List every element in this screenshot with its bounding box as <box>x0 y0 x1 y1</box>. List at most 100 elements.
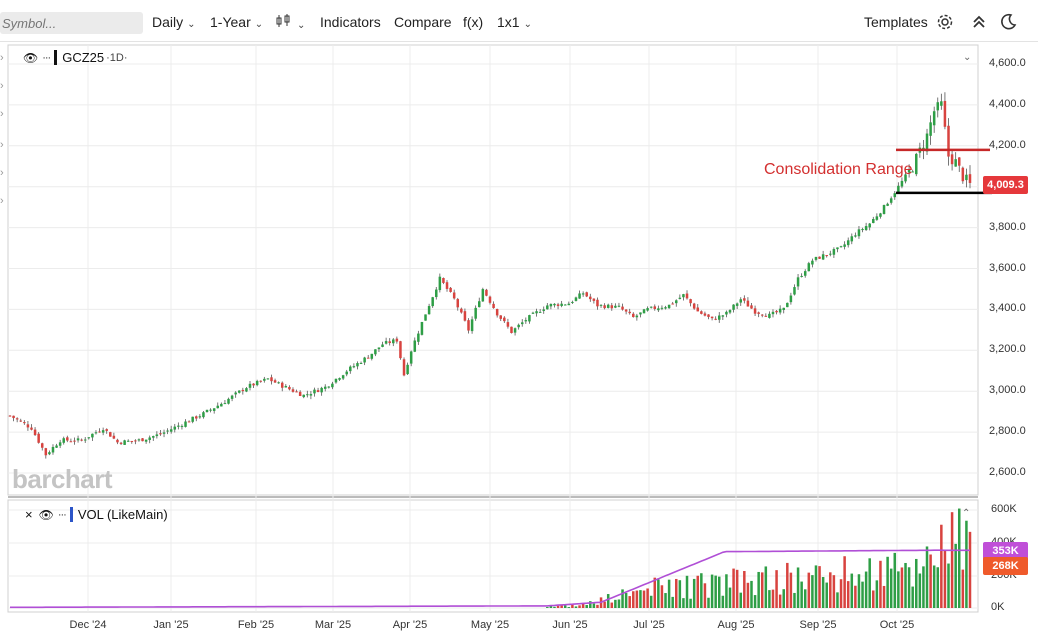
volume-bar <box>811 575 814 608</box>
candle-body <box>649 306 653 308</box>
chevron-right-icon[interactable]: › <box>0 80 4 92</box>
chevron-right-icon[interactable]: › <box>0 139 4 151</box>
series-color-swatch <box>54 50 58 65</box>
volume-bar <box>760 572 764 608</box>
interval-dropdown[interactable]: Daily ⌄ <box>152 14 196 30</box>
volume-pane-label: × 👁 ··· VOL (LikeMain) <box>25 507 168 522</box>
candle-body <box>291 389 295 392</box>
symbol-search-input[interactable] <box>0 12 143 34</box>
candle-body <box>929 122 932 136</box>
candle-body <box>535 311 538 314</box>
candle-body <box>470 319 474 332</box>
volume-bar <box>589 601 592 608</box>
candle-body <box>166 430 169 432</box>
chart-type-dropdown[interactable]: ⌄ <box>275 14 305 31</box>
candle-body <box>932 111 936 126</box>
candle-body <box>252 383 255 386</box>
interval-suffix: ·1D· <box>106 51 128 64</box>
candle-body <box>37 433 40 443</box>
eye-icon[interactable]: 👁 <box>38 507 54 522</box>
close-icon[interactable]: × <box>25 507 33 522</box>
candle-body <box>184 421 187 427</box>
volume-bar <box>814 565 818 608</box>
fx-button[interactable]: f(x) <box>463 14 484 30</box>
volume-bar <box>958 508 961 608</box>
candle-body <box>524 320 528 322</box>
chevron-right-icon[interactable]: › <box>0 195 4 207</box>
moon-icon[interactable] <box>998 12 1018 32</box>
candle-body <box>23 422 26 424</box>
chevron-down-icon: ⌄ <box>254 19 264 30</box>
volume-bar <box>879 560 882 608</box>
volume-bar <box>932 565 936 608</box>
main-pane-label: 👁 ··· GCZ25 ·1D· <box>23 50 128 65</box>
candle-body <box>846 240 850 246</box>
candle-body <box>893 193 897 198</box>
chevron-right-icon[interactable]: › <box>0 52 4 64</box>
candle-body <box>381 344 384 347</box>
candle-body <box>857 229 861 237</box>
candle-body <box>12 415 15 419</box>
volume-bar <box>750 580 753 608</box>
volume-tick-label: 600K <box>991 503 1017 515</box>
candle-body <box>775 310 778 313</box>
volume-bar <box>850 573 854 608</box>
candle-body <box>639 312 642 315</box>
volume-bar <box>843 556 846 608</box>
price-candles <box>8 92 972 459</box>
volume-bar <box>753 595 757 608</box>
time-tick-label: Sep '25 <box>799 619 837 631</box>
interval-label: Daily <box>152 14 184 30</box>
candle-body <box>273 380 277 383</box>
candle-body <box>814 256 818 260</box>
candle-body <box>44 448 48 456</box>
volume-bar <box>900 567 904 608</box>
candle-body <box>152 436 155 438</box>
candle-body <box>377 347 381 350</box>
range-dropdown[interactable]: 1-Year ⌄ <box>210 14 263 30</box>
candle-body <box>356 363 359 367</box>
volume-bar <box>603 601 606 608</box>
candle-body <box>760 314 764 316</box>
gear-icon[interactable] <box>935 12 955 32</box>
chevron-right-icon[interactable]: › <box>0 108 4 120</box>
candle-body <box>212 408 216 411</box>
candle-body <box>954 159 957 167</box>
candle-body <box>882 205 886 214</box>
volume-bar <box>929 554 932 608</box>
chevron-down-icon: ⌄ <box>523 19 532 30</box>
indicators-button[interactable]: Indicators <box>320 14 381 30</box>
volume-bar <box>639 590 642 608</box>
candle-body <box>191 416 194 422</box>
candle-body <box>839 246 843 248</box>
candle-body <box>635 315 639 318</box>
volume-bar <box>581 602 585 608</box>
candle-body <box>399 341 402 359</box>
compare-button[interactable]: Compare <box>394 14 452 30</box>
volume-bar <box>825 582 828 608</box>
chevron-right-icon[interactable]: › <box>0 167 4 179</box>
templates-button[interactable]: Templates <box>864 14 928 30</box>
volume-bar <box>578 605 581 608</box>
time-tick-label: May '25 <box>470 619 510 631</box>
candle-body <box>220 403 223 407</box>
more-icon[interactable]: ··· <box>42 51 51 64</box>
volume-pane-frame <box>7 499 979 613</box>
time-tick-label: Oct '25 <box>879 619 915 631</box>
collapse-up-icon[interactable] <box>969 12 989 32</box>
candle-body <box>195 416 198 419</box>
chevron-down-icon[interactable]: ⌄ <box>963 52 972 63</box>
candle-body <box>764 315 768 317</box>
candle-body <box>234 392 237 395</box>
eye-icon[interactable]: 👁 <box>23 50 39 65</box>
volume-tick-label: 0K <box>991 601 1005 613</box>
candle-body <box>517 324 520 328</box>
volume-bar <box>707 597 710 608</box>
volume-bar <box>678 580 682 608</box>
candle-body <box>950 154 954 165</box>
candle-body <box>818 256 821 259</box>
layout-dropdown[interactable]: 1x1 ⌄ <box>497 14 532 30</box>
chevron-up-icon[interactable]: ⌃ <box>962 508 971 519</box>
more-icon[interactable]: ··· <box>57 508 67 521</box>
